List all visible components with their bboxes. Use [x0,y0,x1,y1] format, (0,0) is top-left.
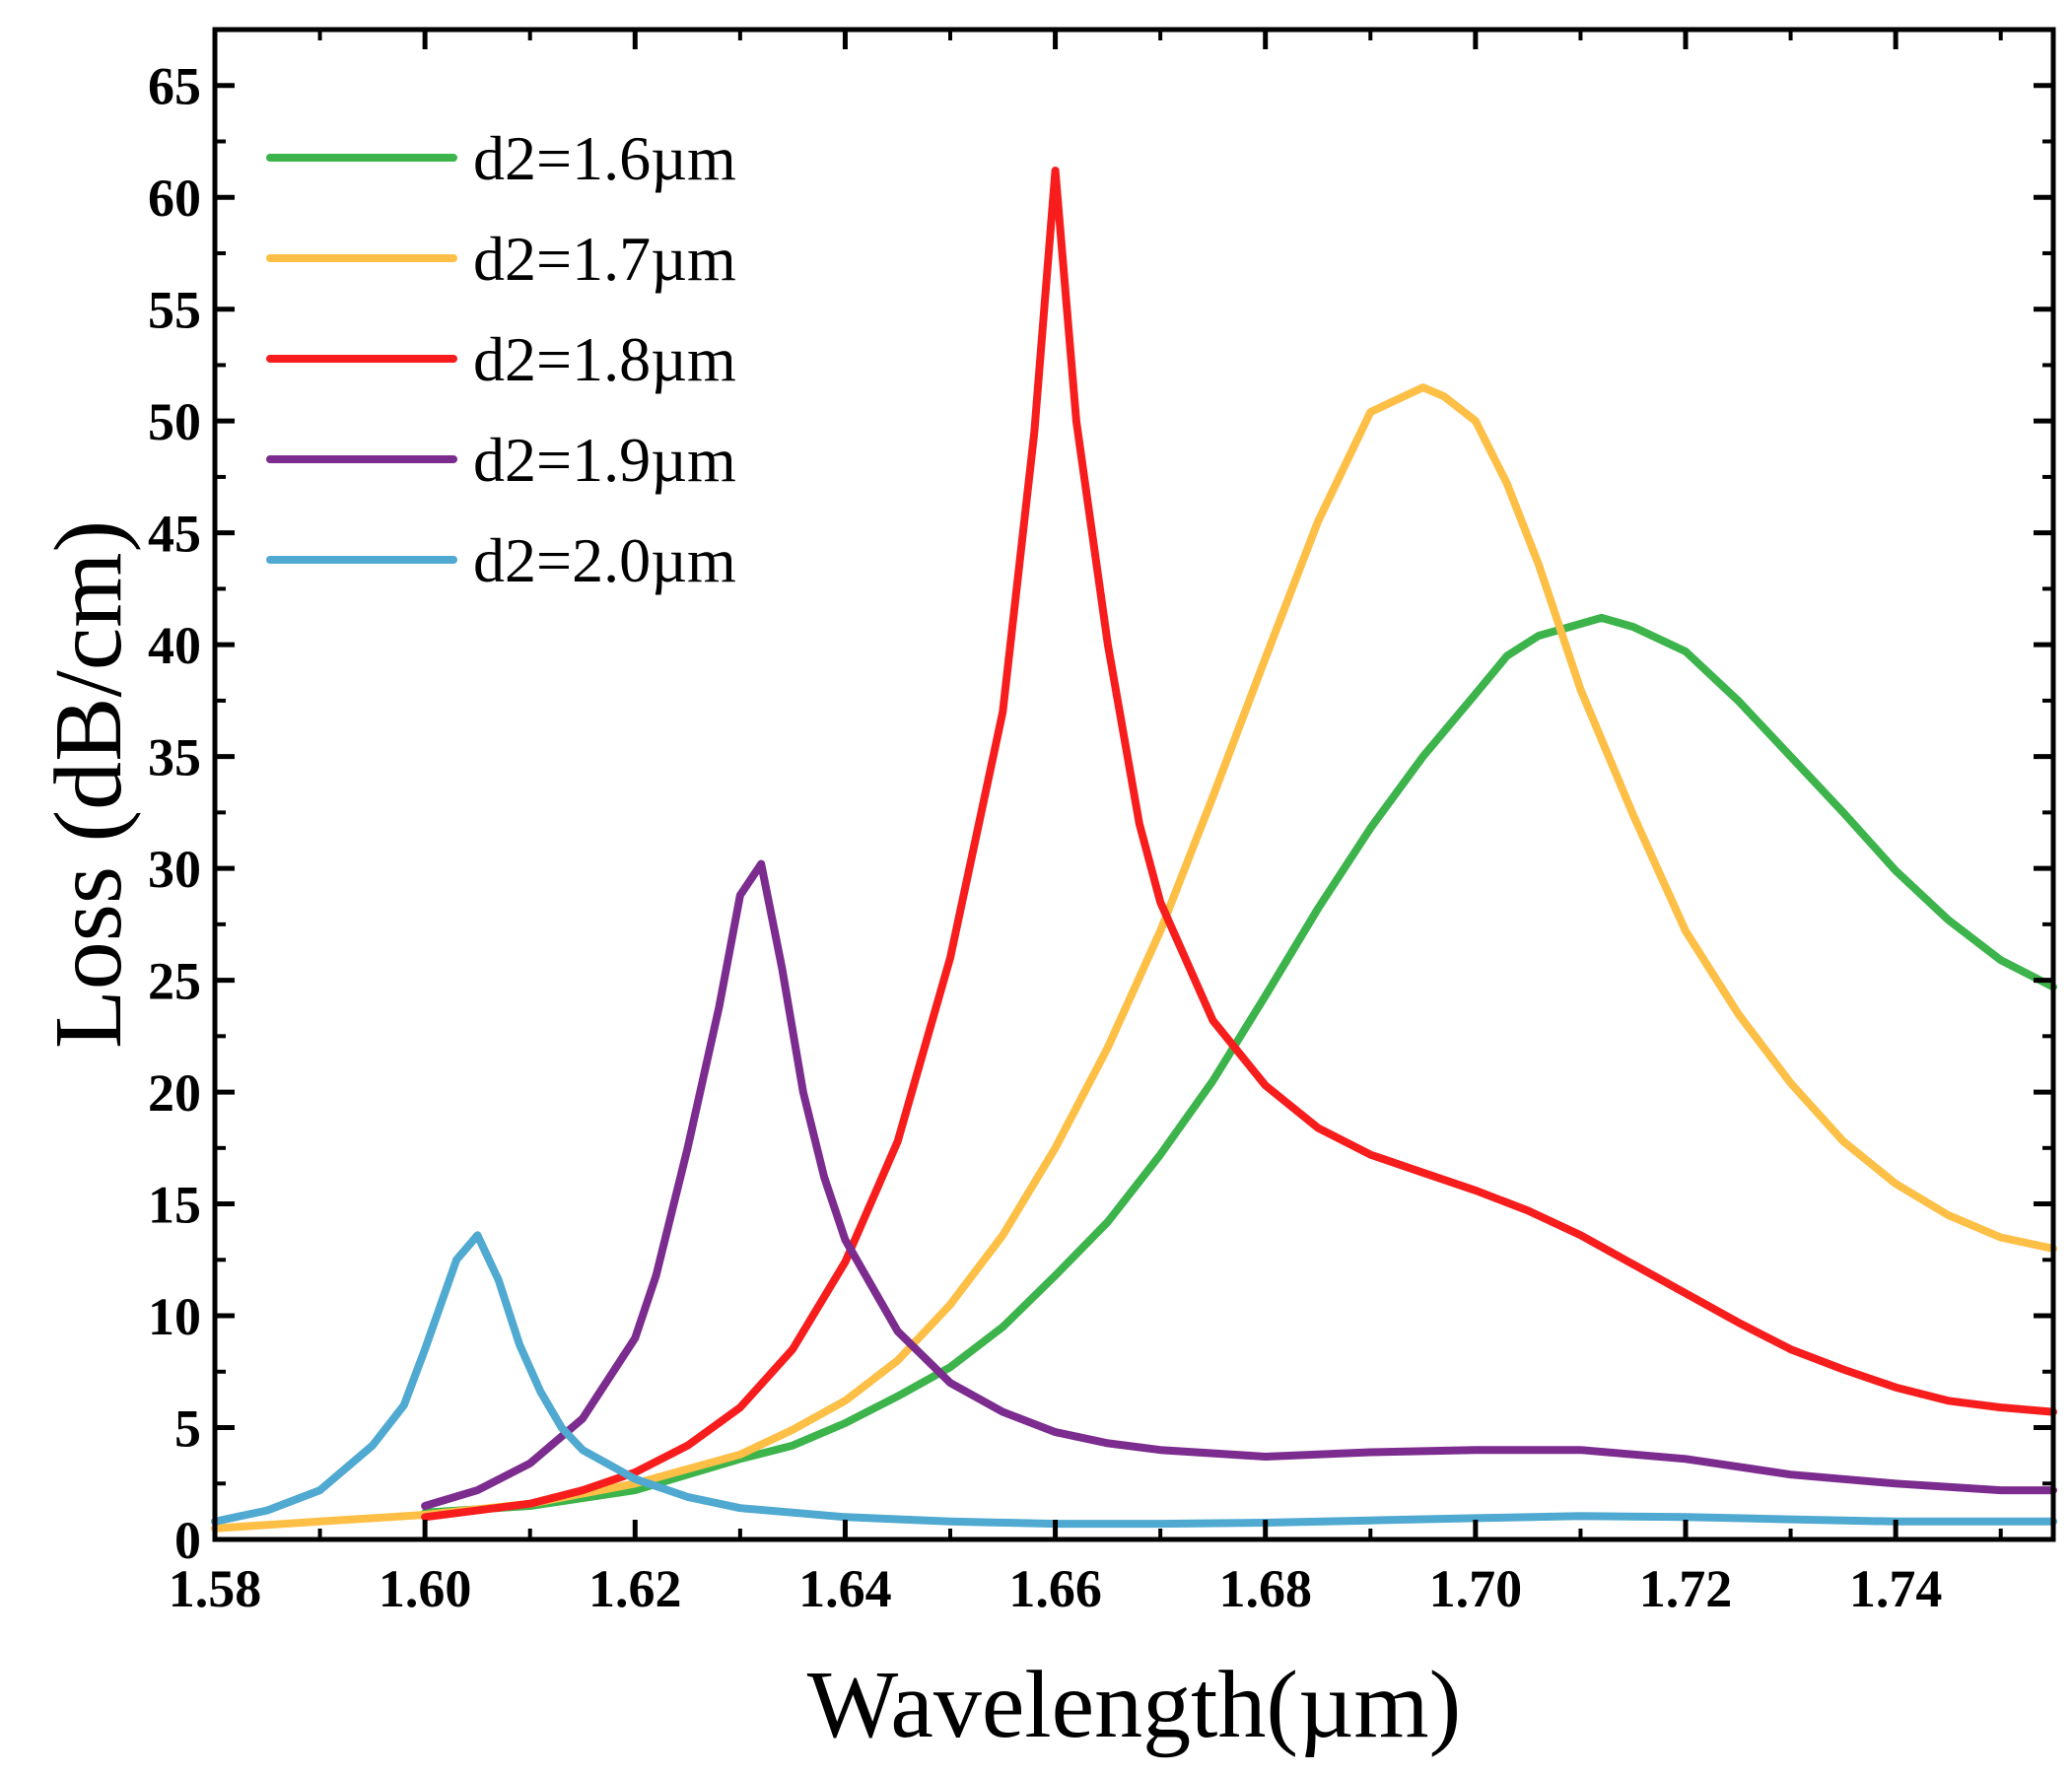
legend-label-3: d2=1.8µm [473,324,736,394]
series-line-2 [211,383,2057,1533]
y-tick-label: 50 [148,392,201,451]
legend-label-4: d2=1.9µm [473,425,736,495]
y-tick-label: 30 [148,840,201,899]
x-tick-label: 1.70 [1429,1559,1523,1618]
legend: d2=1.6µm d2=1.7µm d2=1.8µm d2=1.9µm d2=2.0µm [266,123,736,595]
y-tick-label: 60 [148,169,201,228]
x-tick-label: 1.68 [1218,1559,1312,1618]
y-tick-label: 40 [148,616,201,675]
y-tick-label: 10 [148,1287,201,1346]
y-tick-label: 5 [174,1399,201,1459]
y-tick-label: 20 [148,1063,201,1123]
x-tick-label: 1.58 [169,1559,262,1618]
y-tick-label: 55 [148,281,201,340]
x-axis-title: Wavelength(µm) [807,1652,1462,1758]
x-tick-label: 1.74 [1849,1559,1943,1618]
x-tick-label: 1.62 [588,1559,682,1618]
y-tick-label: 0 [174,1511,201,1570]
y-tick-label: 35 [148,728,201,787]
legend-label-5: d2=2.0µm [473,525,736,595]
y-tick-label: 15 [148,1176,201,1235]
series-line-4 [421,859,2057,1510]
y-tick-label: 45 [148,505,201,564]
x-tick-label: 1.60 [379,1559,472,1618]
series-layer [211,167,2057,1533]
series-line-1 [421,613,2057,1517]
x-tick-label: 1.66 [1008,1559,1102,1618]
x-tick-label: 1.64 [798,1559,892,1618]
ticks-layer: 1.58 1.60 1.62 1.64 1.66 1.68 1.70 1.72 1.74 0 5 10… [148,30,2053,1618]
y-axis-title: Loss (dB/cm) [35,520,142,1049]
plot-frame [212,27,2056,1542]
x-tick-label: 1.72 [1639,1559,1733,1618]
y-tick-label: 25 [148,952,201,1011]
legend-label-1: d2=1.6µm [473,123,736,193]
y-tick-label: 65 [148,57,201,116]
series-line-3 [421,167,2057,1522]
series-line-5 [211,1231,2057,1529]
legend-label-2: d2=1.7µm [473,224,736,294]
